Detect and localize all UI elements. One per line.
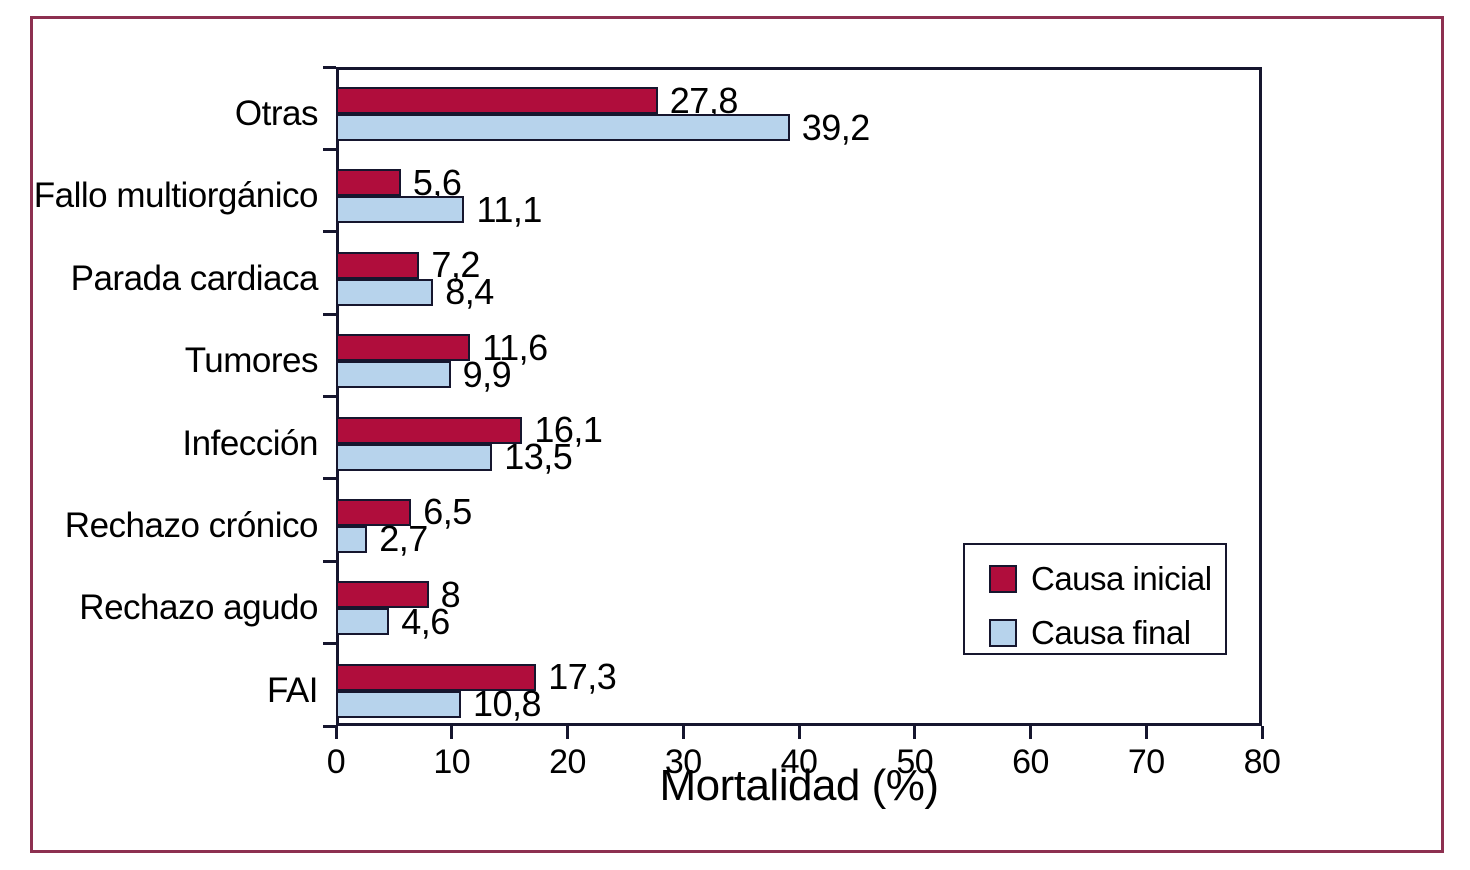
x-tick [1260, 726, 1264, 739]
y-tick [323, 724, 336, 728]
x-tick-label: 0 [326, 743, 346, 781]
bar-causa-final-rechazo-cronico [336, 525, 368, 553]
bar-causa-inicial-rechazo-agudo [336, 581, 429, 609]
bar-causa-final-rechazo-agudo [336, 608, 390, 636]
category-label-parada-cardiaca: Parada cardiaca [70, 258, 319, 298]
x-tick-label: 60 [1012, 743, 1049, 781]
value-label-causa-final-fallo-multiorganico: 11,1 [476, 188, 542, 230]
value-label-causa-inicial-fallo-multiorganico: 5,6 [412, 161, 462, 203]
legend-label-causa-final: Causa final [1031, 614, 1191, 651]
bar-causa-final-infeccion [336, 443, 493, 471]
legend-swatch-causa-final [989, 619, 1017, 647]
bar-causa-final-otras [336, 114, 790, 141]
category-label-rechazo-agudo: Rechazo agudo [79, 588, 318, 628]
category-label-tumores: Tumores [184, 341, 319, 381]
bar-causa-inicial-fai [336, 663, 537, 691]
category-label-fallo-multiorganico: Fallo multiorgánico [33, 176, 319, 216]
value-label-causa-inicial-infeccion: 16,1 [534, 409, 603, 450]
y-tick [323, 230, 336, 234]
y-tick [323, 477, 336, 481]
y-tick [323, 312, 336, 316]
category-label-fai: FAI [266, 670, 319, 710]
category-label-rechazo-cronico: Rechazo crónico [64, 505, 319, 545]
value-label-causa-inicial-parada-cardiaca: 7,2 [431, 244, 480, 286]
legend-entry-causa-inicial: Causa inicial [965, 558, 1225, 600]
x-tick [681, 726, 685, 739]
legend-entry-causa-final: Causa final [965, 612, 1225, 654]
bar-causa-inicial-tumores [336, 334, 471, 362]
bar-causa-inicial-infeccion [336, 416, 523, 444]
x-tick [913, 726, 917, 739]
y-tick [323, 65, 336, 69]
bar-causa-final-fai [336, 690, 461, 718]
legend-label-causa-inicial: Causa inicial [1031, 560, 1212, 597]
value-label-causa-inicial-fai: 17,3 [548, 656, 617, 698]
x-tick-label: 30 [664, 743, 702, 781]
bar-causa-final-fallo-multiorganico [336, 196, 465, 224]
category-label-otras: Otras [234, 94, 319, 133]
value-label-causa-inicial-rechazo-agudo: 8 [440, 573, 461, 615]
x-tick-label: 40 [780, 743, 818, 781]
x-tick [450, 726, 454, 739]
x-tick [334, 726, 338, 739]
bar-causa-inicial-rechazo-cronico [336, 498, 412, 526]
plot-border [336, 67, 1262, 726]
x-tick-label: 70 [1127, 743, 1165, 781]
y-tick [323, 642, 336, 646]
y-tick [323, 559, 336, 563]
category-label-infeccion: Infección [182, 423, 318, 463]
x-tick-label: 20 [549, 743, 586, 781]
x-tick [1029, 726, 1032, 739]
bar-causa-inicial-fallo-multiorganico [336, 169, 401, 197]
value-label-causa-final-infeccion: 13,5 [504, 436, 573, 477]
figure-border [30, 16, 1444, 853]
y-tick [323, 395, 336, 398]
x-tick-label: 80 [1243, 743, 1281, 781]
legend: Causa inicial Causa final [963, 543, 1227, 655]
bar-causa-final-parada-cardiaca [336, 278, 434, 306]
x-tick [1144, 726, 1148, 739]
y-tick [323, 147, 336, 151]
value-label-causa-inicial-tumores: 11,6 [482, 326, 548, 368]
value-label-causa-final-rechazo-cronico: 2,7 [379, 518, 428, 560]
value-label-causa-final-parada-cardiaca: 8,4 [445, 271, 494, 313]
x-tick-label: 10 [433, 743, 471, 781]
value-label-causa-inicial-otras: 27,8 [669, 79, 739, 121]
bar-causa-inicial-parada-cardiaca [336, 251, 420, 279]
value-label-causa-inicial-rechazo-cronico: 6,5 [423, 491, 472, 533]
bar-causa-final-tumores [336, 361, 451, 389]
x-axis-title: Mortalidad (%) [659, 761, 939, 810]
bar-causa-inicial-otras [336, 87, 658, 114]
x-tick [566, 726, 569, 739]
value-label-causa-final-otras: 39,2 [801, 106, 871, 148]
value-label-causa-final-rechazo-agudo: 4,6 [401, 600, 450, 642]
legend-swatch-causa-inicial [989, 565, 1017, 593]
value-label-causa-final-fai: 10,8 [473, 683, 542, 725]
x-tick-label: 50 [896, 743, 934, 781]
x-tick [797, 726, 801, 739]
value-label-causa-final-tumores: 9,9 [462, 353, 512, 395]
